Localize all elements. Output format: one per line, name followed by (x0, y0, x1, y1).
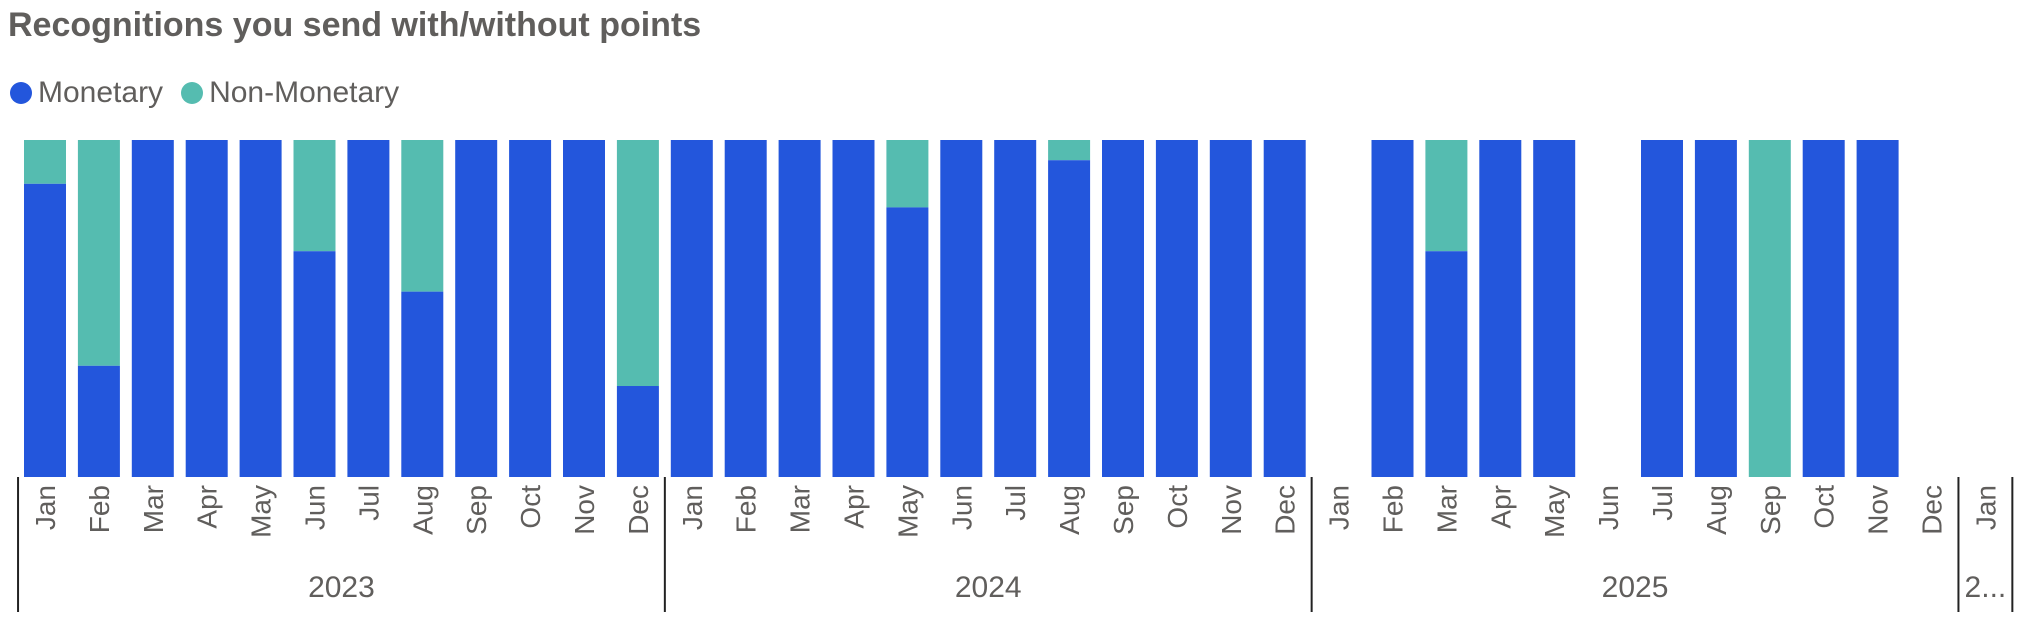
x-tick-label: Jun (300, 485, 331, 530)
x-tick-label: Nov (569, 485, 600, 535)
x-tick-label: Jan (677, 485, 708, 530)
x-tick-label: Oct (1162, 485, 1193, 529)
x-tick-label: May (1539, 485, 1570, 538)
x-tick-label: Mar (1431, 485, 1462, 533)
x-tick-label: Sep (1108, 485, 1139, 535)
x-tick-label: Jun (946, 485, 977, 530)
bar-non-monetary[interactable] (1748, 140, 1791, 477)
bar-non-monetary[interactable] (293, 140, 336, 252)
bar-monetary[interactable] (77, 365, 120, 477)
bar-monetary[interactable] (832, 140, 875, 477)
legend-label-non-monetary: Non-Monetary (209, 76, 400, 109)
bar-monetary[interactable] (563, 140, 605, 477)
bar-non-monetary[interactable] (886, 140, 929, 208)
bar-monetary[interactable] (131, 140, 174, 477)
chart-title: Recognitions you send with/without point… (8, 6, 702, 44)
bar-monetary[interactable] (616, 386, 659, 477)
x-tick-label: Dec (623, 485, 654, 535)
x-tick-label: Oct (1809, 485, 1840, 529)
bar-monetary[interactable] (1533, 140, 1576, 477)
x-tick-label: Apr (839, 485, 870, 529)
bar-monetary[interactable] (455, 140, 498, 477)
bar-monetary[interactable] (401, 291, 444, 477)
bar-monetary[interactable] (1371, 140, 1414, 477)
bar-non-monetary[interactable] (1425, 140, 1468, 252)
bar-monetary[interactable] (509, 140, 552, 477)
bar-non-monetary[interactable] (24, 140, 66, 184)
bar-monetary[interactable] (1155, 140, 1198, 477)
x-year-label: 2024 (955, 571, 1022, 604)
bar-monetary[interactable] (1641, 140, 1683, 477)
x-tick-label: Dec (1917, 485, 1948, 535)
bar-monetary[interactable] (293, 251, 336, 477)
x-tick-label: Jan (1324, 485, 1355, 530)
x-tick-label: Nov (1863, 485, 1894, 535)
x-year-label: 2023 (308, 571, 375, 604)
x-tick-label: Apr (192, 485, 223, 529)
x-tick-label: Jul (353, 485, 384, 521)
bar-monetary[interactable] (1102, 140, 1144, 477)
x-tick-label: Jul (1647, 485, 1678, 521)
bar-monetary[interactable] (778, 140, 821, 477)
bar-non-monetary[interactable] (1048, 140, 1091, 161)
x-tick-label: Jul (1000, 485, 1031, 521)
x-tick-label: Jun (1593, 485, 1624, 530)
bar-non-monetary[interactable] (401, 140, 444, 292)
bar-non-monetary[interactable] (77, 140, 120, 366)
x-tick-label: May (246, 485, 277, 538)
bar-monetary[interactable] (1856, 140, 1899, 477)
x-tick-label: May (892, 485, 923, 538)
bar-monetary[interactable] (24, 183, 66, 477)
x-tick-label: Feb (731, 485, 762, 533)
bar-monetary[interactable] (940, 140, 983, 477)
legend-dot-monetary (10, 82, 32, 104)
bar-monetary[interactable] (1479, 140, 1522, 477)
x-tick-label: Sep (461, 485, 492, 535)
x-tick-label: Aug (1054, 485, 1085, 535)
bar-monetary[interactable] (1263, 140, 1306, 477)
x-tick-label: Feb (1378, 485, 1409, 533)
legend: Monetary Non-Monetary (10, 76, 417, 110)
bar-monetary[interactable] (1425, 251, 1468, 477)
x-tick-label: Sep (1755, 485, 1786, 535)
x-tick-label: Mar (785, 485, 816, 533)
x-tick-label: Jan (1970, 485, 2001, 530)
x-tick-label: Feb (84, 485, 115, 533)
x-tick-label: Oct (515, 485, 546, 529)
bar-monetary[interactable] (1694, 140, 1737, 477)
bar-non-monetary[interactable] (616, 140, 659, 387)
bar-monetary[interactable] (1209, 140, 1252, 477)
bar-monetary[interactable] (670, 140, 713, 477)
x-tick-label: Apr (1485, 485, 1516, 529)
legend-item-monetary[interactable]: Monetary (10, 76, 163, 110)
legend-dot-non-monetary (181, 82, 204, 104)
bar-monetary[interactable] (239, 140, 282, 477)
bar-monetary[interactable] (886, 207, 929, 477)
x-tick-label: Mar (138, 485, 169, 533)
bar-monetary[interactable] (1802, 140, 1845, 477)
bar-monetary[interactable] (724, 140, 767, 477)
x-tick-label: Dec (1270, 485, 1301, 535)
x-tick-label: Aug (407, 485, 438, 535)
legend-item-non-monetary[interactable]: Non-Monetary (181, 76, 399, 110)
bar-monetary[interactable] (185, 140, 228, 477)
x-tick-label: Aug (1701, 485, 1732, 535)
x-tick-label: Nov (1216, 485, 1247, 535)
bar-monetary[interactable] (994, 140, 1037, 477)
legend-label-monetary: Monetary (38, 76, 164, 109)
x-year-label: 2025 (1602, 571, 1669, 604)
bar-monetary[interactable] (347, 140, 390, 477)
bar-monetary[interactable] (1048, 160, 1091, 477)
x-tick-label: Jan (30, 485, 61, 530)
x-year-label: 2... (1965, 571, 2007, 604)
